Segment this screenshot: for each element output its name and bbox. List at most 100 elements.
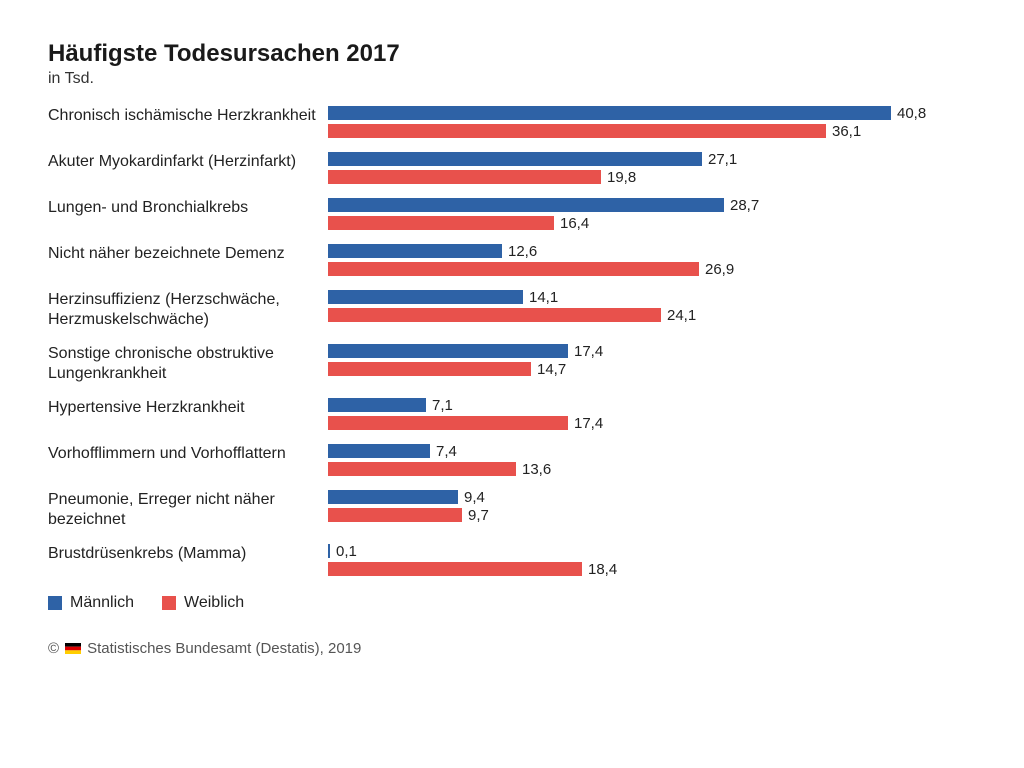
bar-value: 28,7 xyxy=(730,197,759,214)
bar-female xyxy=(328,508,462,522)
bar-female xyxy=(328,262,699,276)
bar-line: 13,6 xyxy=(328,462,976,476)
bar-value: 26,9 xyxy=(705,261,734,278)
legend-swatch xyxy=(162,596,176,610)
category-label: Herzinsuffizienz (Herzschwäche, Herzmusk… xyxy=(48,290,328,330)
legend-swatch xyxy=(48,596,62,610)
bar-group: 9,49,7 xyxy=(328,490,976,522)
category-label: Vorhofflimmern und Vorhofflattern xyxy=(48,444,328,464)
copyright-symbol: © xyxy=(48,640,59,657)
bar-line: 26,9 xyxy=(328,262,976,276)
bar-group: 17,4 14,7 xyxy=(328,344,976,376)
bar-group: 0,1 18,4 xyxy=(328,544,976,576)
chart-row: Hypertensive Herzkrankheit 7,1 17,4 xyxy=(48,398,976,430)
category-label: Lungen- und Bronchialkrebs xyxy=(48,198,328,218)
bar-group: 7,1 17,4 xyxy=(328,398,976,430)
bar-female xyxy=(328,562,582,576)
bar-value: 12,6 xyxy=(508,243,537,260)
chart-row: Lungen- und Bronchialkrebs 28,7 16,4 xyxy=(48,198,976,230)
bar-line: 9,7 xyxy=(328,508,976,522)
category-label: Brustdrüsenkrebs (Mamma) xyxy=(48,544,328,564)
bar-line: 24,1 xyxy=(328,308,976,322)
chart-row: Pneumonie, Erreger nicht näher bezeichne… xyxy=(48,490,976,530)
bar-female xyxy=(328,462,516,476)
bar-value: 7,1 xyxy=(432,397,453,414)
bar-group: 14,1 24,1 xyxy=(328,290,976,322)
bar-male xyxy=(328,198,724,212)
bar-male xyxy=(328,344,568,358)
bar-male xyxy=(328,490,458,504)
bar-group: 27,1 19,8 xyxy=(328,152,976,184)
bar-female xyxy=(328,124,826,138)
bar-female xyxy=(328,170,601,184)
bar-line: 9,4 xyxy=(328,490,976,504)
bar-value: 40,8 xyxy=(897,105,926,122)
bar-line: 27,1 xyxy=(328,152,976,166)
bar-value: 7,4 xyxy=(436,443,457,460)
bar-value: 17,4 xyxy=(574,415,603,432)
bar-male xyxy=(328,106,891,120)
source-footer: © Statistisches Bundesamt (Destatis), 20… xyxy=(48,640,976,657)
bar-line: 7,4 xyxy=(328,444,976,458)
bar-group: 28,7 16,4 xyxy=(328,198,976,230)
legend-item-male: Männlich xyxy=(48,594,134,612)
chart-row: Sonstige chronische obstruktive Lungenkr… xyxy=(48,344,976,384)
bar-male xyxy=(328,544,330,558)
chart-row: Nicht näher bezeichnete Demenz 12,6 26,9 xyxy=(48,244,976,276)
bar-value: 16,4 xyxy=(560,215,589,232)
chart-row: Akuter Myokardinfarkt (Herzinfarkt)27,1 1… xyxy=(48,152,976,184)
chart-row: Herzinsuffizienz (Herzschwäche, Herzmusk… xyxy=(48,290,976,330)
bar-male xyxy=(328,244,502,258)
bar-male xyxy=(328,152,702,166)
bar-group: 12,6 26,9 xyxy=(328,244,976,276)
bar-value: 36,1 xyxy=(832,123,861,140)
bar-male xyxy=(328,290,523,304)
chart-subtitle: in Tsd. xyxy=(48,70,976,88)
chart-row: Vorhofflimmern und Vorhofflattern 7,4 13,6 xyxy=(48,444,976,476)
category-label: Akuter Myokardinfarkt (Herzinfarkt) xyxy=(48,152,328,172)
category-label: Chronisch ischämische Herzkrankheit xyxy=(48,106,328,126)
bar-line: 7,1 xyxy=(328,398,976,412)
bar-line: 14,1 xyxy=(328,290,976,304)
bar-value: 18,4 xyxy=(588,561,617,578)
bar-line: 28,7 xyxy=(328,198,976,212)
bar-value: 9,7 xyxy=(468,507,489,524)
bar-value: 0,1 xyxy=(336,543,357,560)
bar-value: 17,4 xyxy=(574,343,603,360)
bar-line: 18,4 xyxy=(328,562,976,576)
bar-line: 17,4 xyxy=(328,416,976,430)
chart-row: Brustdrüsenkrebs (Mamma) 0,1 18,4 xyxy=(48,544,976,576)
bar-female xyxy=(328,308,661,322)
bar-line: 16,4 xyxy=(328,216,976,230)
bar-group: 7,4 13,6 xyxy=(328,444,976,476)
bar-line: 40,8 xyxy=(328,106,976,120)
chart-title: Häufigste Todesursachen 2017 xyxy=(48,40,976,68)
bar-female xyxy=(328,362,531,376)
bar-line: 0,1 xyxy=(328,544,976,558)
source-text: Statistisches Bundesamt (Destatis), 2019 xyxy=(87,640,361,657)
bar-male xyxy=(328,398,426,412)
bar-line: 17,4 xyxy=(328,344,976,358)
bar-value: 13,6 xyxy=(522,461,551,478)
bar-line: 36,1 xyxy=(328,124,976,138)
bar-value: 14,7 xyxy=(537,361,566,378)
bar-chart: Chronisch ischämische Herzkrankheit 40,8 3… xyxy=(48,106,976,576)
bar-female xyxy=(328,416,568,430)
bar-male xyxy=(328,444,430,458)
chart-row: Chronisch ischämische Herzkrankheit 40,8 3… xyxy=(48,106,976,138)
bar-line: 12,6 xyxy=(328,244,976,258)
bar-value: 14,1 xyxy=(529,289,558,306)
bar-line: 14,7 xyxy=(328,362,976,376)
category-label: Hypertensive Herzkrankheit xyxy=(48,398,328,418)
legend: Männlich Weiblich xyxy=(48,594,976,612)
legend-label: Weiblich xyxy=(184,594,244,612)
bar-line: 19,8 xyxy=(328,170,976,184)
bar-value: 19,8 xyxy=(607,169,636,186)
category-label: Nicht näher bezeichnete Demenz xyxy=(48,244,328,264)
category-label: Pneumonie, Erreger nicht näher bezeichne… xyxy=(48,490,328,530)
legend-label: Männlich xyxy=(70,594,134,612)
bar-female xyxy=(328,216,554,230)
bar-group: 40,8 36,1 xyxy=(328,106,976,138)
legend-item-female: Weiblich xyxy=(162,594,244,612)
bar-value: 24,1 xyxy=(667,307,696,324)
